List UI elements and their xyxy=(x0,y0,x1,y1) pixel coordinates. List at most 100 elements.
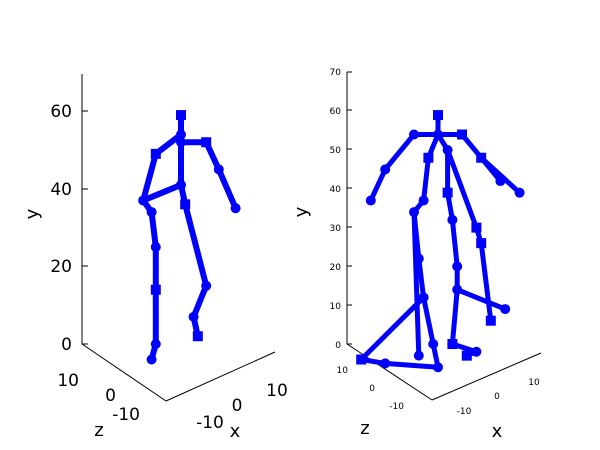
skeleton-bone xyxy=(449,287,460,347)
skeleton-joint xyxy=(146,207,157,218)
skeleton-bone xyxy=(148,209,159,250)
skeleton-joint xyxy=(365,195,376,206)
right-y-tick-label: 10 xyxy=(330,302,342,312)
skeleton-joint xyxy=(213,164,224,175)
right-z-tick-label: 10 xyxy=(337,366,349,376)
skeleton-joint xyxy=(418,292,429,303)
right-axes: 0 10 20 30 40 50 60 70 y 10 0 -10 z -10 … xyxy=(291,68,542,442)
left-x-tick-label: -10 xyxy=(196,413,224,433)
skeleton-joint xyxy=(495,176,506,187)
left-axes: 0 20 40 60 y 10 0 -10 z -10 0 10 x xyxy=(22,74,288,442)
left-y-tick-label: 20 xyxy=(50,257,72,277)
skeleton-joint xyxy=(457,129,467,140)
skeleton-bone xyxy=(445,147,479,231)
skeleton-bone xyxy=(478,240,494,324)
right-x-tick-label: 0 xyxy=(494,392,500,402)
right-xlabel: x xyxy=(492,421,503,442)
skeleton-joint xyxy=(514,187,525,198)
skeleton-joint xyxy=(423,152,434,163)
right-x-tick-label: 10 xyxy=(528,378,540,388)
skeleton-bone xyxy=(140,150,159,204)
skeleton-joint xyxy=(433,129,443,140)
left-skeleton xyxy=(138,110,241,365)
skeleton-joint xyxy=(433,362,443,373)
skeleton-bone xyxy=(411,209,422,359)
skeleton-joint xyxy=(442,145,453,155)
skeleton-joint xyxy=(442,187,453,198)
left-ylabel: y xyxy=(22,208,43,219)
skeleton-joint xyxy=(447,214,458,225)
right-skeleton xyxy=(356,110,525,373)
right-y-tick-label: 70 xyxy=(330,68,342,78)
skeleton-joint xyxy=(176,179,186,190)
skeleton-bone xyxy=(190,282,210,320)
skeleton-bone xyxy=(358,294,427,363)
skeleton-bone xyxy=(382,360,441,370)
skeleton-joint xyxy=(485,315,496,326)
right-plot: 0 10 20 30 40 50 60 70 y 10 0 -10 z -10 … xyxy=(291,68,542,442)
skeleton-joint xyxy=(428,339,439,349)
skeleton-joint xyxy=(356,354,367,365)
skeleton-joint xyxy=(176,129,186,140)
skeleton-joint xyxy=(413,350,424,361)
left-y-tick-label: 60 xyxy=(50,102,72,122)
right-x-axis xyxy=(431,352,542,401)
skeleton-joint xyxy=(150,148,161,159)
skeleton-joint xyxy=(433,110,443,121)
skeleton-joint xyxy=(380,358,391,369)
skeleton-joint xyxy=(380,164,391,175)
skeleton-joint xyxy=(180,199,191,210)
skeleton-joint xyxy=(176,137,186,148)
skeleton-joint xyxy=(146,354,157,365)
right-x-tick-label: -10 xyxy=(457,407,472,417)
skeleton-joint xyxy=(418,195,429,206)
skeleton-bone xyxy=(416,256,427,300)
skeleton-bone xyxy=(382,131,417,172)
left-y-tick-label: 0 xyxy=(61,335,72,355)
skeleton-joint xyxy=(409,207,419,218)
skeleton-joint xyxy=(471,222,482,233)
right-ylabel: y xyxy=(291,206,312,217)
skeleton-joint xyxy=(188,311,199,322)
left-x-tick-label: 0 xyxy=(232,396,243,416)
skeleton-joint xyxy=(500,304,511,315)
skeleton-joint xyxy=(471,346,482,357)
skeleton-bone xyxy=(182,201,210,289)
skeleton-bone xyxy=(421,294,436,347)
right-y-tick-label: 20 xyxy=(330,263,342,273)
left-z-tick-label: -10 xyxy=(112,405,140,425)
skeleton-joint xyxy=(447,339,458,349)
skeleton-joint xyxy=(476,238,487,249)
right-zlabel: z xyxy=(360,418,369,439)
skeleton-bone xyxy=(421,155,431,203)
skeleton-joint xyxy=(461,350,472,361)
right-y-tick-label: 0 xyxy=(335,341,341,351)
left-x-tick-label: 10 xyxy=(266,381,288,401)
skeleton-bone xyxy=(140,181,184,204)
skeleton-joint xyxy=(201,137,212,148)
left-zlabel: z xyxy=(94,420,103,441)
right-z-axis xyxy=(346,343,433,401)
skeleton-joint xyxy=(201,280,212,291)
right-z-tick-label: -10 xyxy=(389,402,404,412)
right-z-tick-label: 0 xyxy=(369,384,375,394)
right-y-tick-label: 40 xyxy=(330,185,342,195)
skeleton-bone xyxy=(368,166,388,203)
right-y-tick-label: 30 xyxy=(330,224,342,234)
left-xlabel: x xyxy=(230,421,241,442)
left-z-axis xyxy=(81,343,167,402)
right-y-tick-label: 50 xyxy=(330,146,342,156)
skeleton-joint xyxy=(150,284,161,295)
skeleton-joint xyxy=(230,203,241,214)
left-z-tick-label: 10 xyxy=(57,371,79,391)
right-y-tick-label: 60 xyxy=(330,107,342,117)
skeleton-joint xyxy=(409,129,419,140)
skeleton-bone xyxy=(449,217,460,269)
skeleton-bone xyxy=(215,166,239,212)
skeleton-joint xyxy=(138,195,149,206)
skeleton-joint xyxy=(452,261,463,272)
skeleton-joint xyxy=(176,110,186,121)
skeleton-joint xyxy=(413,253,424,264)
skeleton-joint xyxy=(452,284,463,295)
